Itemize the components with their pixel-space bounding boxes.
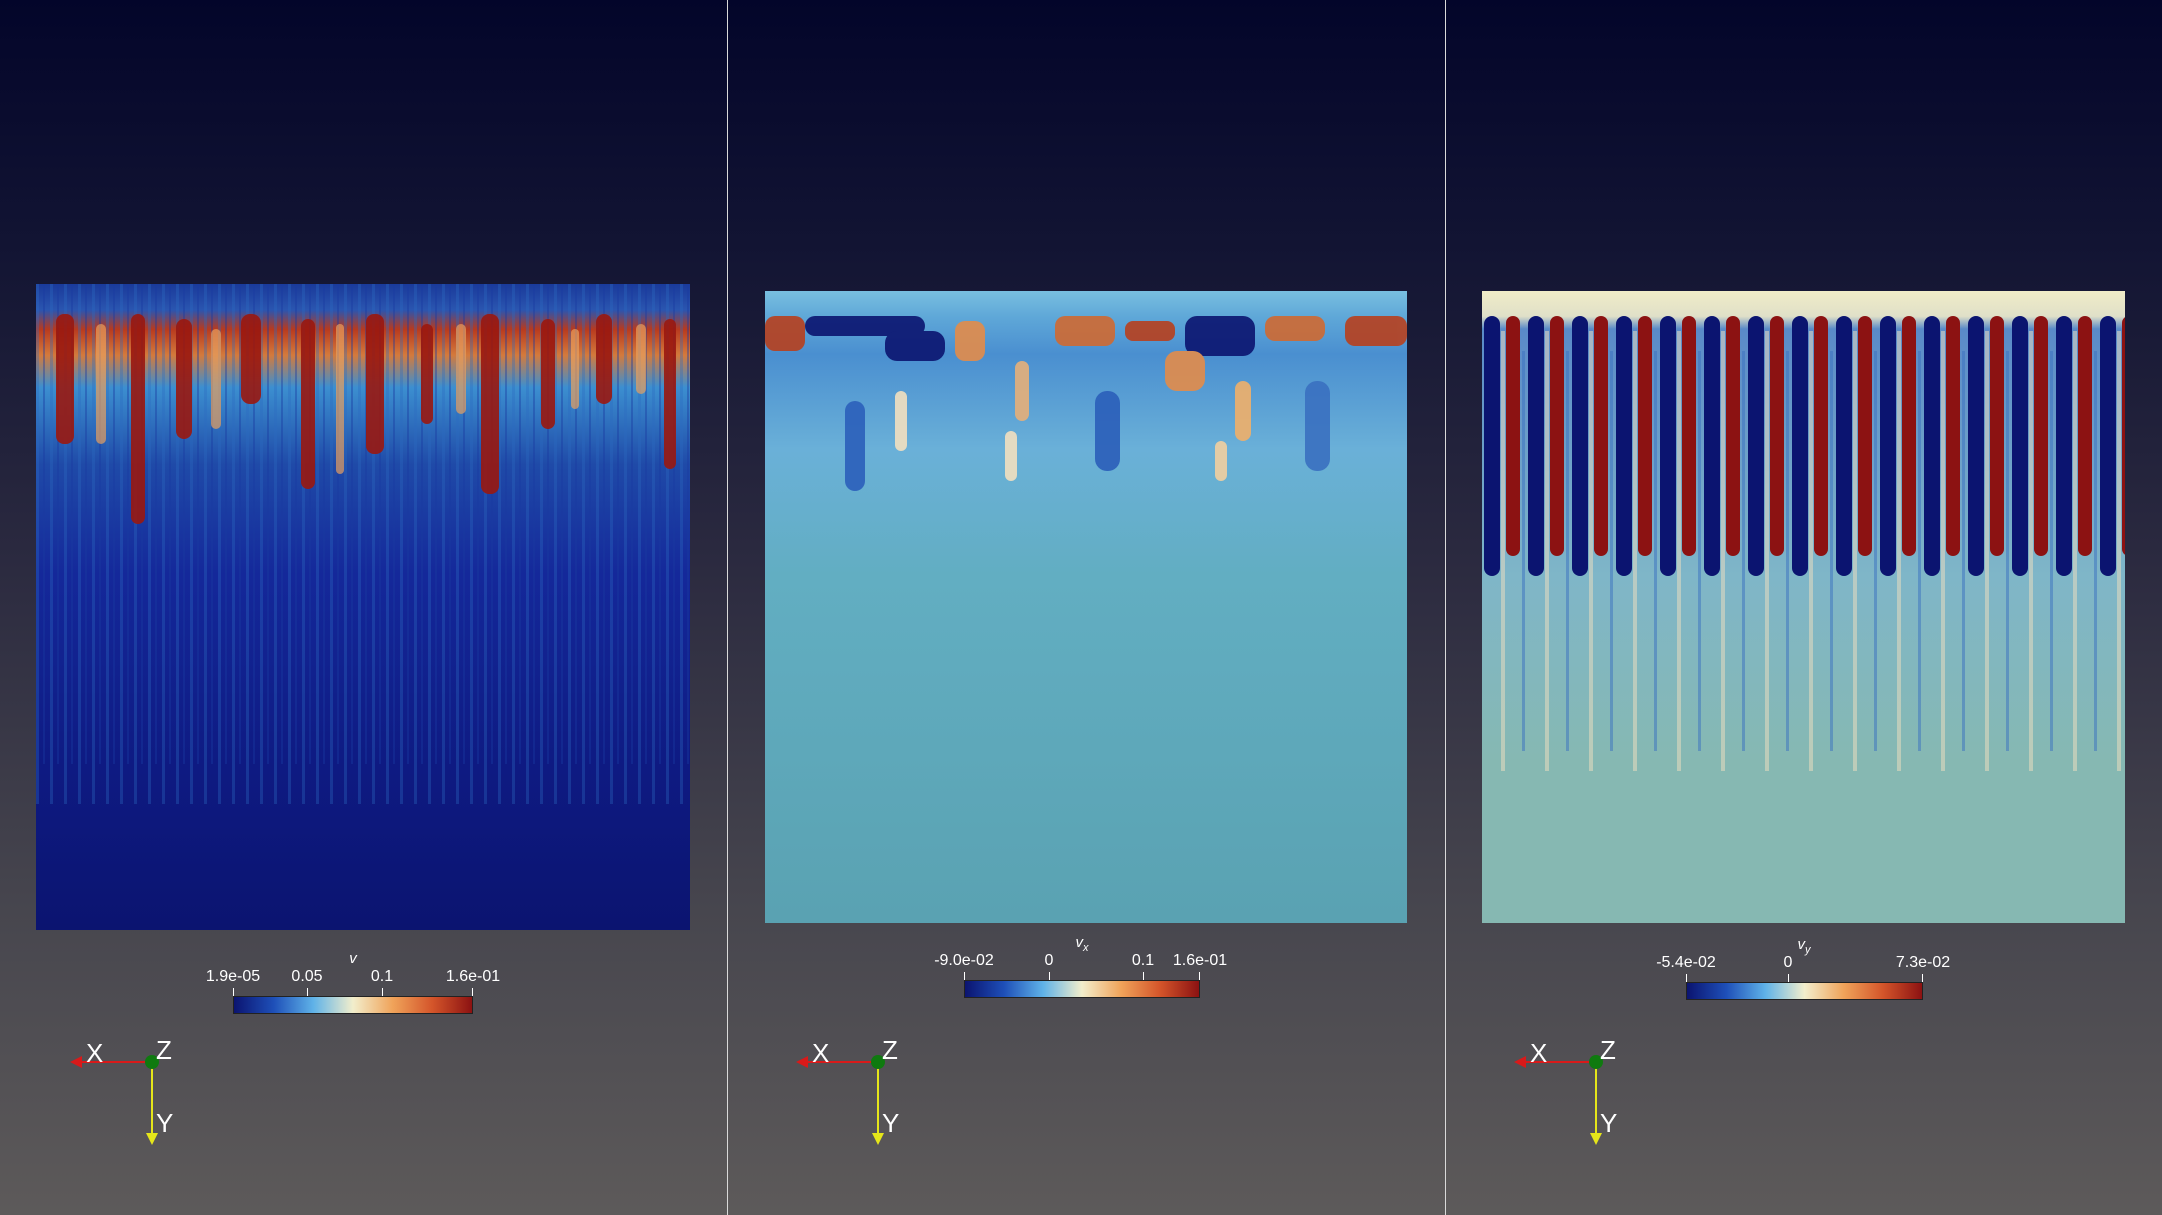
colorbar-tick-label: -9.0e-02 <box>934 952 994 969</box>
colorbar-tick-label: 7.3e-02 <box>1895 954 1951 971</box>
colorbar-tick-label: -5.4e-02 <box>1656 954 1716 971</box>
colorbar-gradient <box>1686 982 1923 1000</box>
axis-label-z: Z <box>1600 1035 1616 1065</box>
colorbar-title: v <box>349 950 357 967</box>
axis-label-x: X <box>1530 1038 1548 1068</box>
orientation-axes[interactable]: X Z Y <box>792 1035 942 1155</box>
velocity-x-field <box>765 291 1407 923</box>
colorbar-tick-mark <box>472 988 473 996</box>
axis-label-z: Z <box>882 1035 898 1065</box>
axis-label-y: Y <box>1600 1108 1618 1138</box>
colorbar-tick-label: 1.6e-01 <box>445 968 501 985</box>
render-view-velocity-y[interactable]: vy -5.4e-02 0 7.3e-02 X Z Y <box>1446 0 2162 1215</box>
colorbar-tick-mark <box>1143 972 1144 980</box>
colorbar-tick-mark <box>233 988 234 996</box>
colorbar-tick-mark <box>1788 974 1789 982</box>
orientation-axes-glyph <box>796 1055 885 1145</box>
velocity-magnitude-field <box>36 284 690 930</box>
axis-label-z: Z <box>156 1035 172 1065</box>
colorbar-gradient <box>964 980 1200 998</box>
colorbar-tick-mark <box>1049 972 1050 980</box>
axis-label-y: Y <box>882 1108 900 1138</box>
colorbar-velocity-y: vy -5.4e-02 0 7.3e-02 <box>1656 936 1950 1000</box>
colorbar-velocity-x: vx -9.0e-02 0 0.1 1.6e-01 <box>934 934 1227 998</box>
colorbar-tick-label: 0 <box>1044 952 1054 969</box>
orientation-axes[interactable]: X Z Y <box>1510 1035 1660 1155</box>
colorbar-tick-mark <box>1686 974 1687 982</box>
render-view-velocity-magnitude[interactable]: v 1.9e-05 0.05 0.1 1.6e-01 X Z Y <box>0 0 727 1215</box>
colorbar-tick-label: 0.1 <box>370 968 394 985</box>
colorbar-tick-label: 0.1 <box>1131 952 1155 969</box>
render-view-velocity-x[interactable]: vx -9.0e-02 0 0.1 1.6e-01 X Z Y <box>728 0 1445 1215</box>
colorbar-gradient <box>233 996 473 1014</box>
colorbar-title: vy <box>1797 936 1811 956</box>
colorbar-tick-label: 0 <box>1783 954 1793 971</box>
colorbar-tick-mark <box>964 972 965 980</box>
view-divider[interactable] <box>1445 0 1446 1215</box>
orientation-axes-glyph <box>70 1055 159 1145</box>
colorbar-tick-label: 1.6e-01 <box>1172 952 1228 969</box>
orientation-axes[interactable]: X Z Y <box>66 1035 216 1155</box>
orientation-axes-glyph <box>1514 1055 1603 1145</box>
axis-label-x: X <box>86 1038 104 1068</box>
axis-label-y: Y <box>156 1108 174 1138</box>
colorbar-tick-label: 0.05 <box>291 968 323 985</box>
colorbar-tick-mark <box>1199 972 1200 980</box>
velocity-y-field <box>1482 291 2125 923</box>
colorbar-tick-label: 1.9e-05 <box>205 968 261 985</box>
colorbar-title: vx <box>1075 934 1089 954</box>
colorbar-tick-mark <box>382 988 383 996</box>
axis-label-x: X <box>812 1038 830 1068</box>
colorbar-tick-mark <box>307 988 308 996</box>
colorbar-tick-mark <box>1922 974 1923 982</box>
view-divider[interactable] <box>727 0 728 1215</box>
colorbar-velocity-magnitude: v 1.9e-05 0.05 0.1 1.6e-01 <box>206 950 500 1014</box>
